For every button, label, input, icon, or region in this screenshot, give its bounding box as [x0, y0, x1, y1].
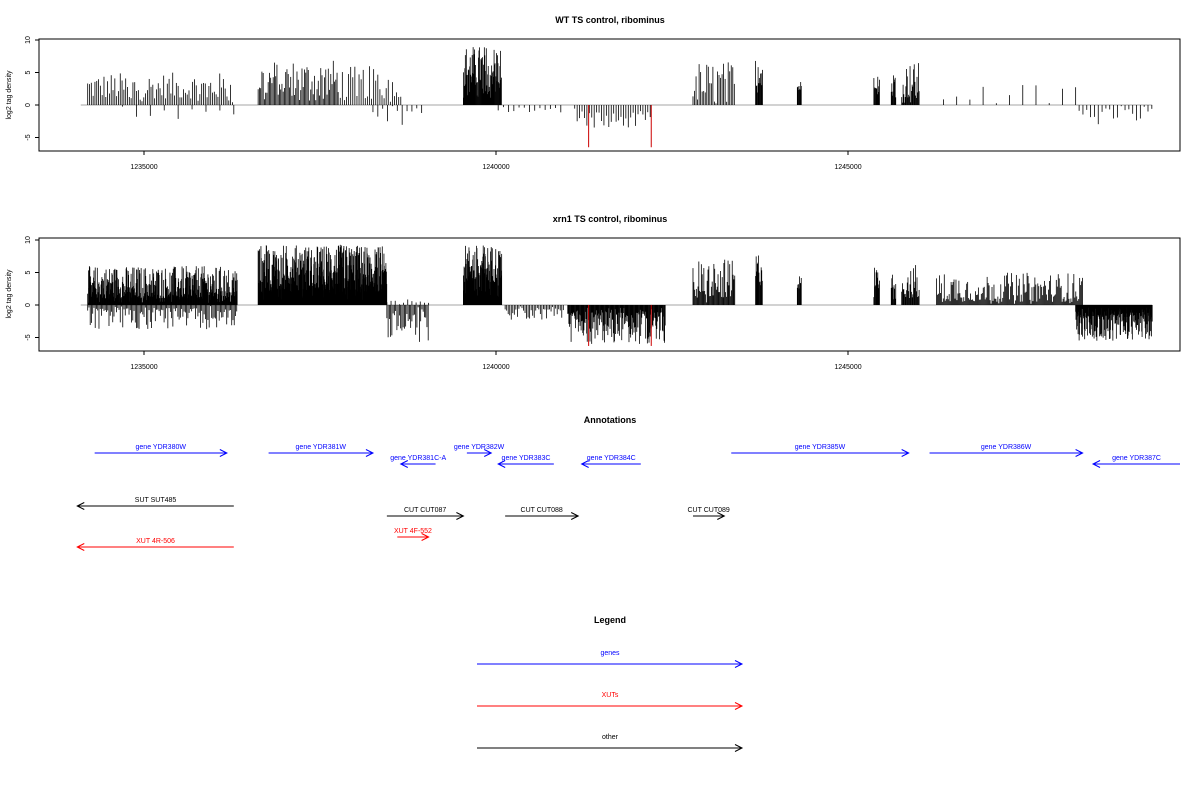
wt-x-axis: [143, 151, 849, 155]
feature-label: SUT SUT485: [135, 497, 177, 504]
wt-ytick-0: 0: [25, 103, 32, 107]
feature-arrow-other: [386, 512, 465, 520]
feature-arrow-gene: [466, 449, 493, 457]
feature-label: gene YDR380W: [136, 444, 187, 451]
xrn1-track-panel: xrn1 TS control, ribominus log2 tag dens…: [6, 214, 1181, 371]
legend-panel: Legend genes XUTs other: [477, 615, 744, 752]
feature-label: CUT CUT089: [688, 507, 730, 514]
feature-arrow-other: [76, 502, 234, 510]
legend-label-gene: genes: [600, 650, 620, 657]
feature-label: gene YDR386W: [981, 444, 1032, 451]
feature-arrow-xut: [397, 533, 430, 541]
wt-xtick-1235000: 1235000: [130, 164, 157, 171]
xrn1-signal-bars: [80, 244, 1153, 346]
feature-arrow-xut: [76, 543, 234, 551]
annotations-title: Annotations: [584, 415, 637, 425]
legend-items: genes XUTs other: [477, 650, 744, 752]
feature-label: CUT CUT087: [404, 507, 446, 514]
wt-ytick-5: 5: [25, 70, 32, 74]
feature-label: gene YDR383C: [502, 455, 551, 462]
wt-plot-frame: [38, 38, 1181, 152]
xrn1-xtick-1245000: 1245000: [834, 364, 861, 371]
xrn1-ytick-neg5: -5: [25, 334, 32, 340]
feature-label: gene YDR381C-A: [390, 455, 446, 462]
xrn1-y-axis: [35, 239, 39, 338]
feature-label: gene YDR384C: [587, 455, 636, 462]
feature-arrow-gene: [731, 449, 910, 457]
feature-arrow-gene: [1091, 460, 1180, 468]
feature-label: XUT 4R-506: [136, 538, 175, 545]
xrn1-ytick-10: 10: [25, 236, 32, 244]
feature-label: gene YDR387C: [1112, 455, 1161, 462]
feature-label: gene YDR382W: [454, 444, 505, 451]
wt-track-panel: WT TS control, ribominus log2 tag densit…: [6, 15, 1181, 171]
feature-label: XUT 4F-552: [394, 528, 432, 535]
feature-arrow-other: [505, 512, 580, 520]
xrn1-xtick-1235000: 1235000: [130, 364, 157, 371]
annotation-features: gene YDR380W gene YDR381W gene YDR381C-A ge…: [76, 444, 1180, 551]
wt-signal-bars: [80, 47, 1153, 148]
feature-arrow-gene: [268, 449, 375, 457]
feature-label: CUT CUT088: [521, 507, 563, 514]
wt-ytick-neg5: -5: [25, 134, 32, 140]
feature-label: gene YDR381W: [296, 444, 347, 451]
feature-arrow-gene: [580, 460, 641, 468]
xrn1-track-title: xrn1 TS control, ribominus: [553, 214, 668, 224]
feature-arrow-other: [692, 512, 726, 520]
legend-arrow-gene: [477, 660, 744, 668]
xrn1-ytick-0: 0: [25, 303, 32, 307]
feature-arrow-gene: [929, 449, 1084, 457]
wt-track-title: WT TS control, ribominus: [555, 15, 665, 25]
legend-title: Legend: [594, 615, 626, 625]
wt-y-axis-label: log2 tag density: [6, 70, 13, 120]
annotations-panel: Annotations gene YDR380W gene YDR381Wgene…: [76, 415, 1180, 551]
wt-xtick-1240000: 1240000: [482, 164, 509, 171]
wt-xtick-1245000: 1245000: [834, 164, 861, 171]
feature-arrow-gene: [94, 449, 228, 457]
xrn1-xtick-1240000: 1240000: [482, 364, 509, 371]
wt-ytick-10: 10: [25, 36, 32, 44]
xrn1-x-axis: [143, 351, 849, 355]
xrn1-y-axis-label: log2 tag density: [6, 269, 13, 319]
wt-y-axis: [35, 39, 39, 138]
feature-label: gene YDR385W: [795, 444, 846, 451]
legend-arrow-xut: [477, 702, 744, 710]
feature-arrow-gene: [399, 460, 436, 468]
legend-label-other: other: [602, 734, 619, 741]
feature-arrow-gene: [497, 460, 554, 468]
legend-arrow-other: [477, 744, 744, 752]
xrn1-ytick-5: 5: [25, 270, 32, 274]
xrn1-plot-frame: [38, 237, 1181, 352]
legend-label-xut: XUTs: [602, 692, 619, 699]
